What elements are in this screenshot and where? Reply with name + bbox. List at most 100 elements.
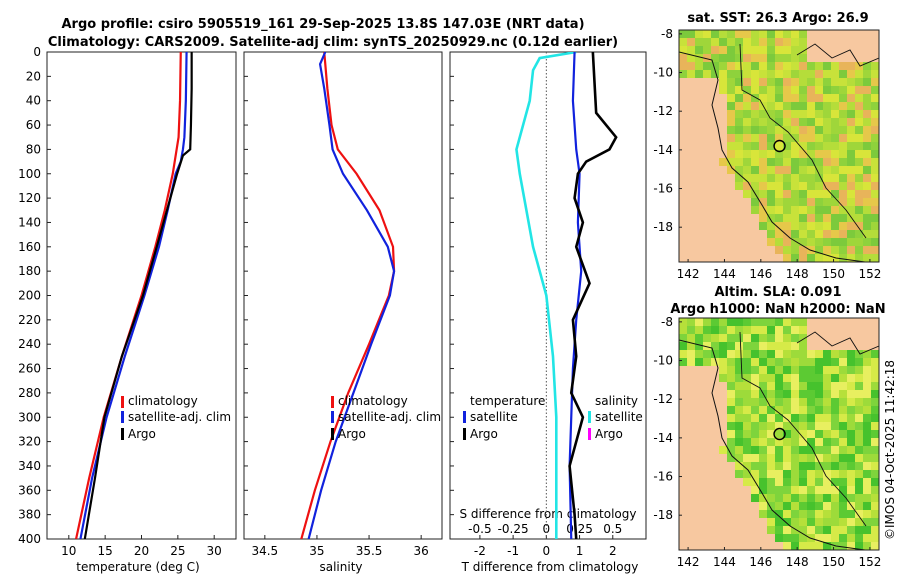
map-cell bbox=[783, 534, 791, 542]
map-cell bbox=[855, 422, 863, 430]
map-cell bbox=[871, 350, 879, 358]
map-cell bbox=[863, 94, 871, 102]
map-cell bbox=[855, 502, 863, 510]
map-cell bbox=[759, 70, 767, 78]
map-cell bbox=[719, 158, 727, 166]
map-cell bbox=[823, 166, 831, 174]
map-cell bbox=[807, 446, 815, 454]
map-cell bbox=[751, 382, 759, 390]
map-cell bbox=[839, 150, 847, 158]
map-cell bbox=[735, 398, 743, 406]
map-cell bbox=[799, 126, 807, 134]
map-cell bbox=[831, 110, 839, 118]
map-cell bbox=[767, 390, 775, 398]
map-cell bbox=[735, 78, 743, 86]
map-cell bbox=[767, 206, 775, 214]
map-cell bbox=[703, 318, 711, 326]
map-cell bbox=[775, 174, 783, 182]
map-cell bbox=[807, 110, 815, 118]
map-cell bbox=[855, 174, 863, 182]
depth-tick-label: 320 bbox=[18, 435, 41, 449]
map-cell bbox=[759, 350, 767, 358]
map-cell bbox=[791, 486, 799, 494]
map-cell bbox=[799, 382, 807, 390]
map-cell bbox=[799, 38, 807, 46]
map-cell bbox=[799, 46, 807, 54]
map-cell bbox=[847, 382, 855, 390]
map-cell bbox=[759, 342, 767, 350]
map-cell bbox=[743, 478, 751, 486]
map-cell bbox=[839, 398, 847, 406]
map-cell bbox=[727, 430, 735, 438]
map-cell bbox=[823, 150, 831, 158]
map-cell bbox=[831, 438, 839, 446]
legend-swatch-satellite bbox=[331, 411, 334, 423]
map-cell bbox=[775, 94, 783, 102]
legend-swatch-climatology bbox=[331, 396, 334, 408]
map-cell bbox=[679, 54, 687, 62]
map-cell bbox=[799, 102, 807, 110]
map-cell bbox=[847, 454, 855, 462]
map-cell bbox=[775, 230, 783, 238]
map-cell bbox=[871, 246, 879, 254]
map-cell bbox=[751, 206, 759, 214]
map-cell bbox=[839, 182, 847, 190]
map-cell bbox=[719, 86, 727, 94]
map-cell bbox=[839, 422, 847, 430]
map-cell bbox=[767, 134, 775, 142]
map-cell bbox=[847, 478, 855, 486]
map-cell bbox=[743, 342, 751, 350]
map-cell bbox=[807, 94, 815, 102]
map-cell bbox=[863, 438, 871, 446]
sla-map-axes: 142 144 146 148 150 152 -8 -10 -12 -14 -16 -18 bbox=[653, 315, 881, 569]
map-cell bbox=[847, 134, 855, 142]
map-cell bbox=[871, 478, 879, 486]
map-cell bbox=[847, 358, 855, 366]
map-cell bbox=[783, 486, 791, 494]
map-cell bbox=[823, 366, 831, 374]
map-cell bbox=[783, 422, 791, 430]
map-cell bbox=[783, 326, 791, 334]
depth-tick-label: 380 bbox=[18, 508, 41, 522]
map-cell bbox=[791, 342, 799, 350]
map-cell bbox=[855, 254, 863, 262]
map-cell bbox=[759, 494, 767, 502]
map-cell bbox=[831, 534, 839, 542]
map-cell bbox=[871, 366, 879, 374]
map-cell bbox=[863, 198, 871, 206]
map-cell bbox=[807, 486, 815, 494]
map-cell bbox=[799, 94, 807, 102]
map-cell bbox=[799, 422, 807, 430]
map-cell bbox=[871, 254, 879, 262]
map-cell bbox=[855, 398, 863, 406]
map-cell bbox=[863, 470, 871, 478]
map-cell bbox=[855, 102, 863, 110]
legend-label-climatology: climatology bbox=[338, 394, 408, 408]
legend-swatch-argo bbox=[588, 428, 591, 440]
map-cell bbox=[823, 238, 831, 246]
map-cell bbox=[783, 398, 791, 406]
salinity-diff-satellite-line bbox=[568, 52, 583, 539]
difference-legend-left: temperature satellite Argo bbox=[463, 394, 545, 441]
map-cell bbox=[743, 390, 751, 398]
map-cell bbox=[727, 406, 735, 414]
map-cell bbox=[831, 190, 839, 198]
map-cell bbox=[807, 462, 815, 470]
map-cell bbox=[807, 358, 815, 366]
map-x-tick-label: 150 bbox=[822, 555, 845, 569]
map-cell bbox=[743, 174, 751, 182]
sst-map-axes: 142 144 146 148 150 152 -8 -10 -12 -14 -16 -18 bbox=[653, 27, 881, 281]
legend-label-argo: Argo bbox=[595, 427, 623, 441]
map-cell bbox=[791, 70, 799, 78]
map-cell bbox=[743, 182, 751, 190]
map-cell bbox=[743, 350, 751, 358]
map-cell bbox=[727, 366, 735, 374]
map-cell bbox=[679, 62, 687, 70]
map-cell bbox=[871, 118, 879, 126]
map-cell bbox=[687, 46, 695, 54]
map-cell bbox=[815, 526, 823, 534]
map-cell bbox=[775, 46, 783, 54]
x-tick-label: 35.5 bbox=[356, 544, 383, 558]
map-cell bbox=[807, 430, 815, 438]
